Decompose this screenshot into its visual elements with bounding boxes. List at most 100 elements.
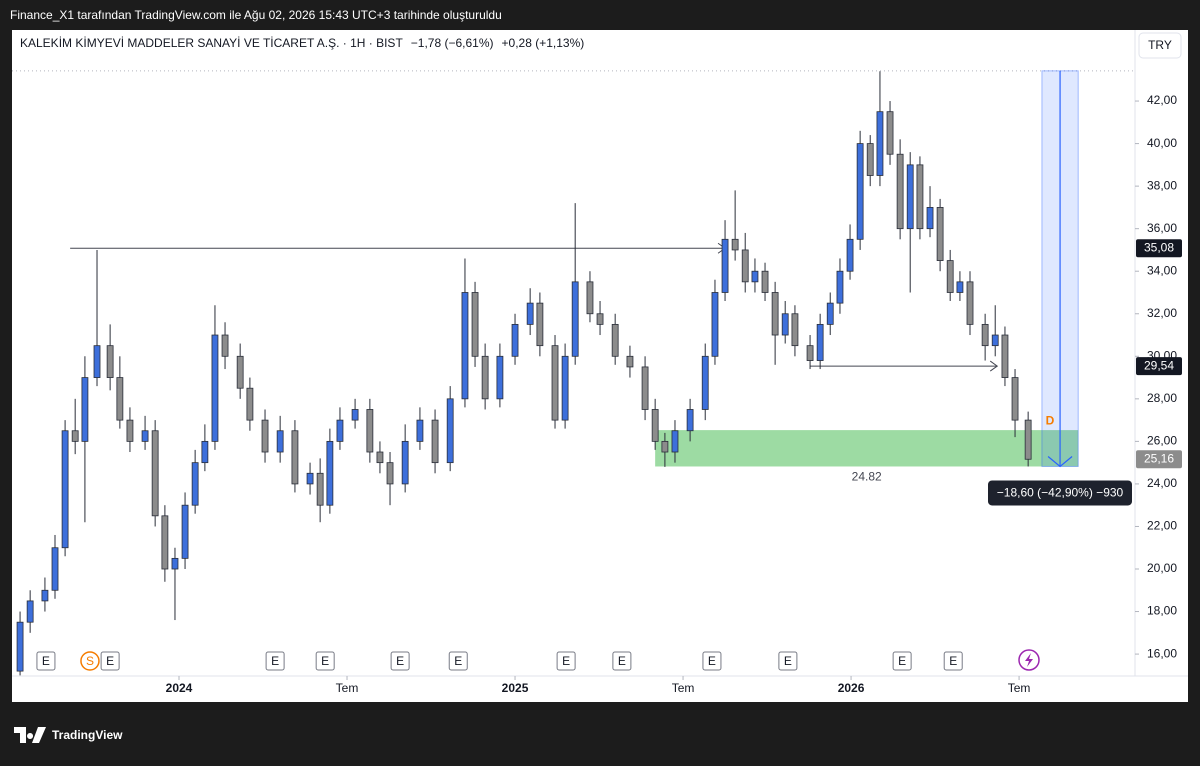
candle-body	[966, 281, 974, 325]
candle-body	[876, 111, 884, 176]
candle-body	[386, 462, 394, 485]
candle-body	[61, 430, 69, 549]
candle-body	[291, 430, 299, 485]
x-tick-label: 2026	[838, 681, 865, 695]
candle-body	[1011, 377, 1019, 421]
candle-body	[661, 440, 669, 453]
candle-body	[611, 323, 619, 357]
y-tick-label: 26,00	[1147, 434, 1177, 448]
candle-body	[191, 462, 199, 506]
alert-bolt	[1025, 653, 1033, 667]
y-tick-label: 16,00	[1147, 646, 1177, 660]
y-tick-label: 36,00	[1147, 221, 1177, 235]
candle-body	[916, 164, 924, 230]
candle-body	[741, 249, 749, 283]
y-tick-label: 18,00	[1147, 604, 1177, 618]
candle-body	[41, 589, 49, 602]
y-tick-label: 20,00	[1147, 561, 1177, 575]
candle-body	[721, 238, 729, 293]
candle-body	[551, 345, 559, 421]
x-tick-label: Tem	[1008, 681, 1031, 695]
candle-body	[236, 355, 244, 389]
candle-body	[316, 472, 324, 506]
chart-panel	[12, 30, 1188, 702]
candle-body	[16, 621, 24, 672]
candle-body	[926, 207, 934, 230]
x-tick-label: 2025	[502, 681, 529, 695]
event-badge	[390, 651, 410, 671]
candle-body	[956, 281, 964, 293]
candle-body	[336, 419, 344, 442]
candle-body	[641, 366, 649, 410]
event-label: E	[321, 654, 329, 668]
y-tick-label: 22,00	[1147, 519, 1177, 533]
event-label: E	[949, 654, 957, 668]
event-badge	[556, 651, 576, 671]
candle-body	[81, 377, 89, 442]
price-badge	[1136, 239, 1182, 258]
candle-body	[836, 270, 844, 304]
event-label: S	[86, 654, 94, 668]
candle-body	[201, 440, 209, 464]
candle-body	[276, 430, 284, 453]
candle-body	[846, 238, 854, 272]
y-tick-label: 28,00	[1147, 391, 1177, 405]
candle-body	[401, 440, 409, 485]
event-badge	[892, 651, 912, 671]
candle-body	[376, 451, 384, 464]
candle-body	[141, 430, 149, 442]
event-badge	[100, 651, 120, 671]
candle-body	[246, 387, 254, 421]
candle-body	[791, 313, 799, 347]
candle-body	[936, 207, 944, 261]
candle-body	[416, 419, 424, 442]
candle-body	[781, 313, 789, 336]
candle-body	[711, 292, 719, 357]
measure-label-bg	[988, 480, 1132, 506]
x-tick-label: 2024	[166, 681, 193, 695]
candle-body	[751, 270, 759, 283]
candle-body	[261, 419, 269, 453]
legend-bg	[12, 30, 552, 58]
candle-body	[71, 430, 79, 442]
y-tick-label: 38,00	[1147, 178, 1177, 192]
marker-label: D	[1046, 413, 1055, 427]
candle-body	[866, 143, 874, 176]
candle-body	[171, 557, 179, 570]
candle-body	[896, 153, 904, 230]
currency-button[interactable]	[1138, 32, 1182, 59]
candle-body	[351, 409, 359, 421]
candle-body	[586, 281, 594, 315]
event-label: E	[271, 654, 279, 668]
candle-body	[511, 323, 519, 357]
candle-body	[93, 345, 101, 378]
candle-body	[826, 302, 834, 325]
x-tick-label: Tem	[672, 681, 695, 695]
candle-body	[731, 238, 739, 251]
measure-arrowhead	[1047, 456, 1073, 468]
event-label: E	[396, 654, 404, 668]
candle-body	[126, 419, 134, 442]
candle-body	[571, 281, 579, 357]
candle-body	[221, 334, 229, 357]
candle-body	[106, 345, 114, 378]
x-tick-label: Tem	[336, 681, 359, 695]
event-badge	[943, 651, 963, 671]
candle-body	[991, 334, 999, 347]
candle-body	[51, 547, 59, 591]
currency[interactable]: TRY	[1148, 38, 1172, 52]
event-label: E	[106, 654, 114, 668]
y-tick-label: 24,00	[1147, 476, 1177, 490]
price-badge	[1136, 357, 1182, 376]
change-after: +0,28 (+1,13%)	[502, 36, 585, 50]
event-label: E	[784, 654, 792, 668]
candle-body	[771, 292, 779, 336]
candle-body	[856, 143, 864, 240]
price-badge-label: 25,16	[1144, 451, 1174, 465]
event-label: E	[898, 654, 906, 668]
logo: TradingView	[14, 727, 123, 743]
y-tick-label: 34,00	[1147, 263, 1177, 277]
event-badge	[80, 651, 100, 671]
y-tick-label: 42,00	[1147, 93, 1177, 107]
symbol-title: KALEKİM KİMYEVİ MADDELER SANAYİ VE TİCAR…	[20, 36, 584, 50]
